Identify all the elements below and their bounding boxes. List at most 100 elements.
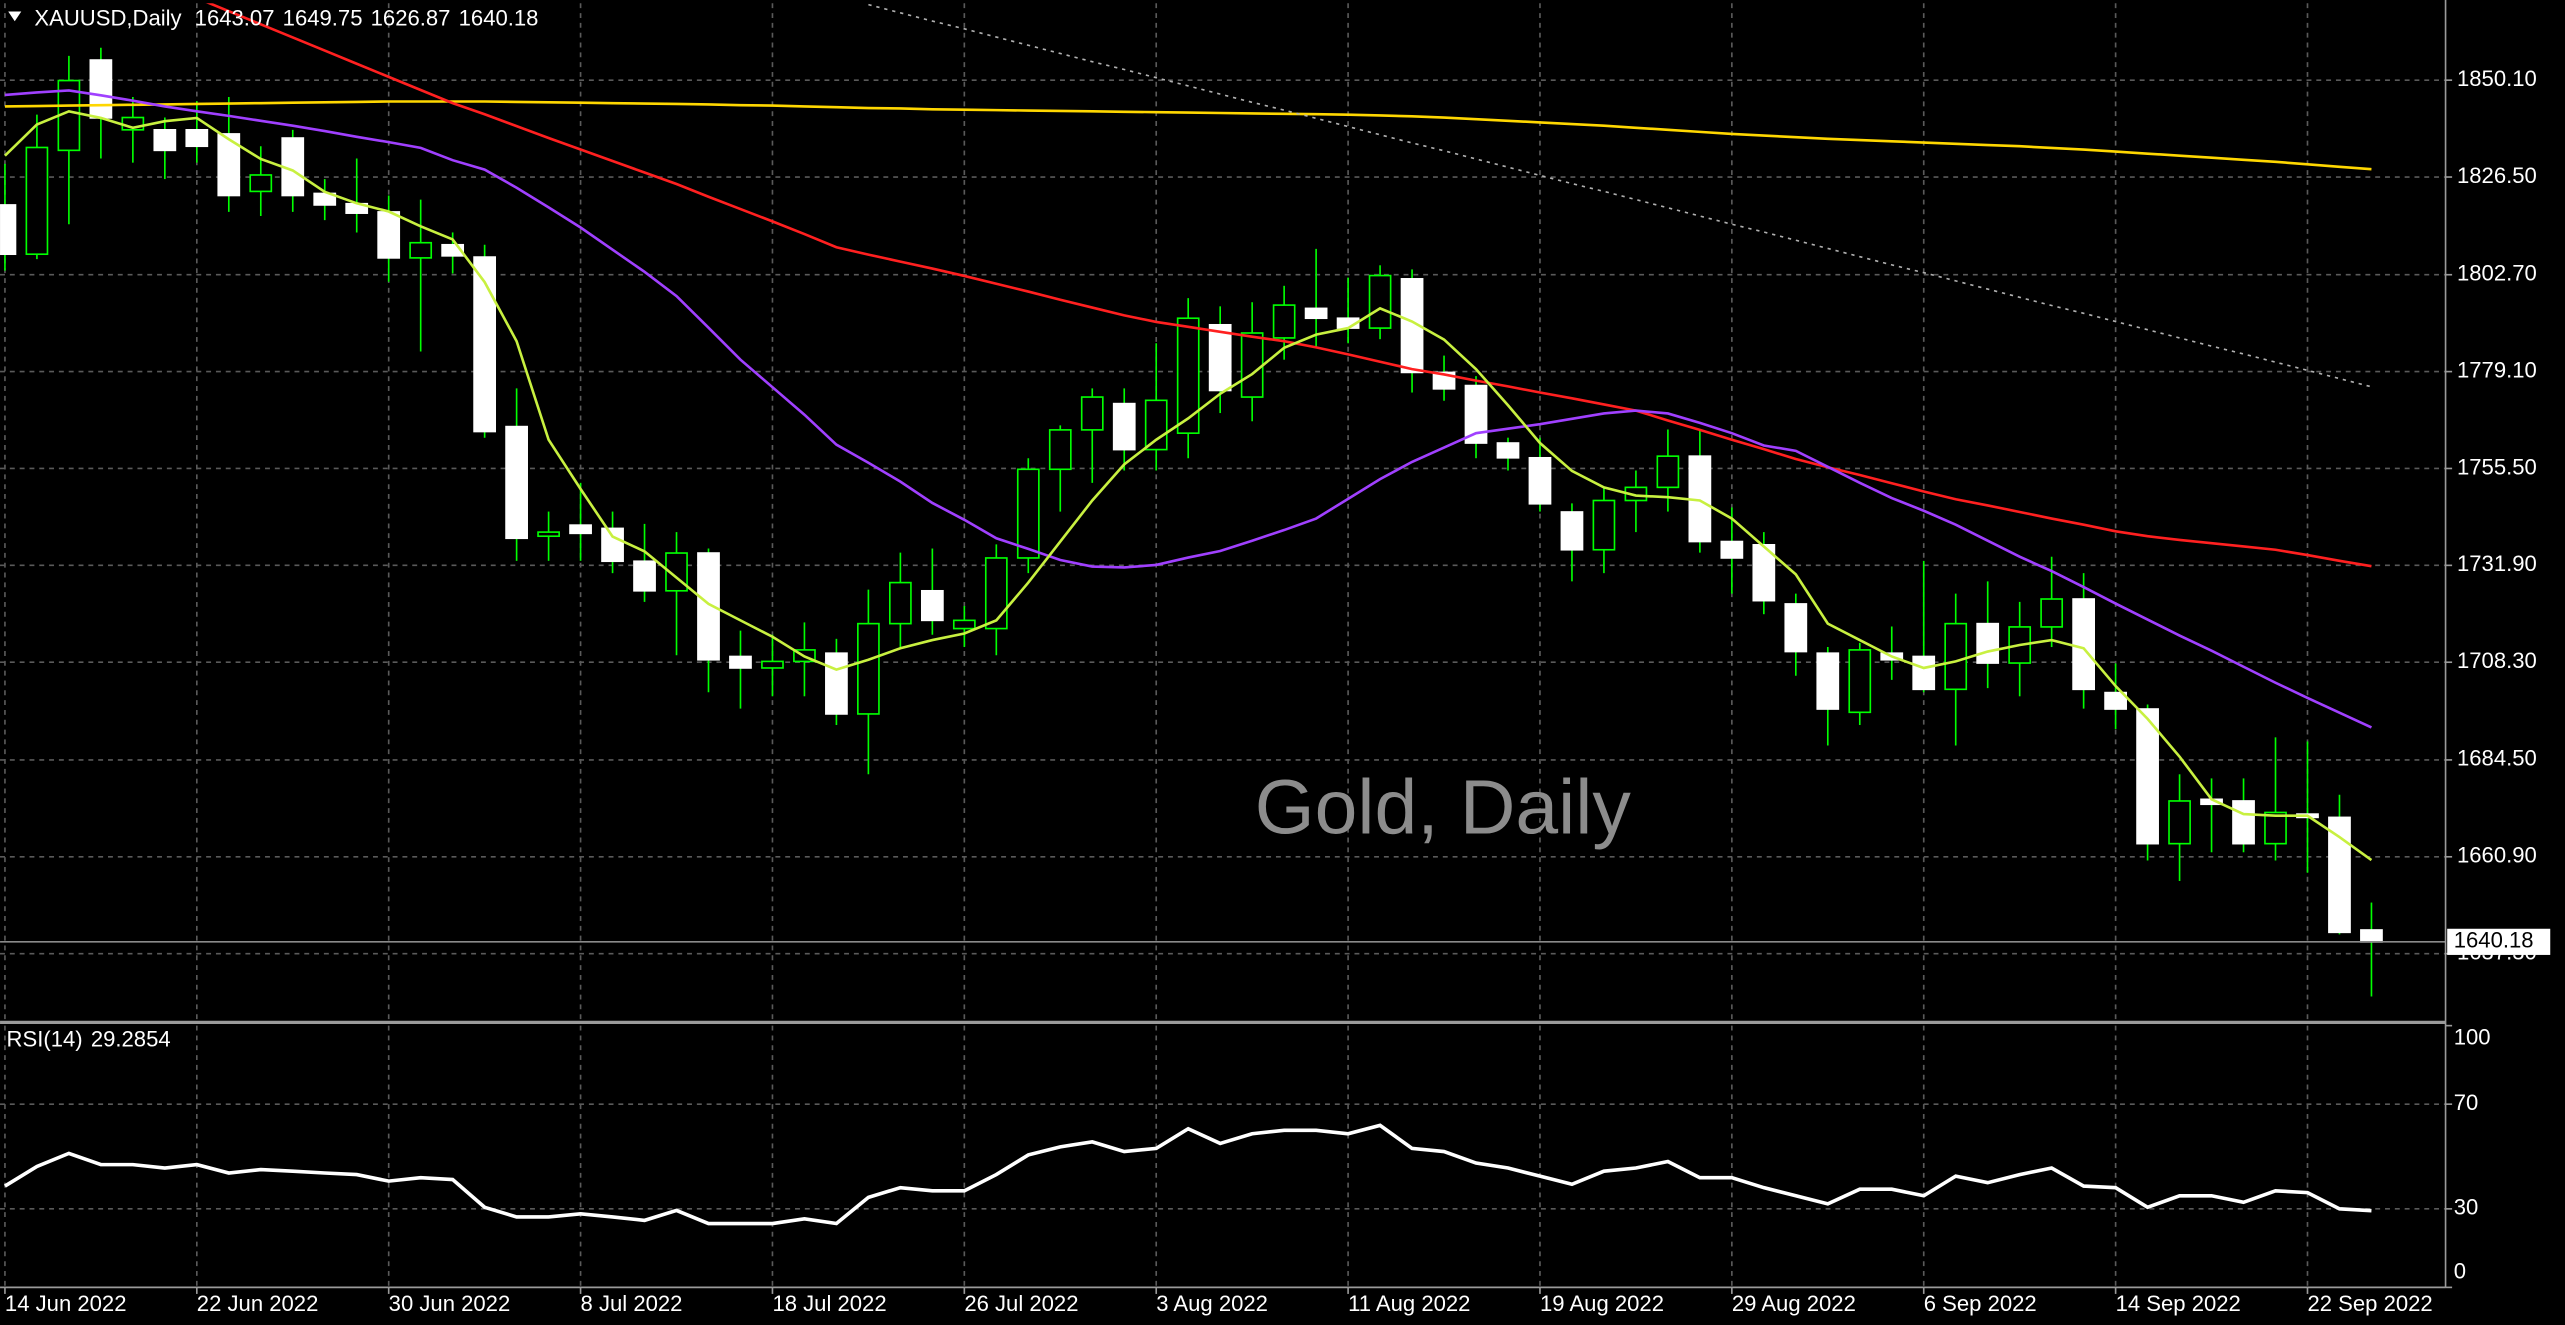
y2-tick-label: 0 xyxy=(2454,1258,2466,1283)
candle-body-down xyxy=(1784,603,1808,653)
y-tick-label: 1755.50 xyxy=(2457,454,2537,479)
candle-body-down xyxy=(2072,598,2096,691)
candle-body-down xyxy=(153,129,177,152)
y-tick-label: 1684.50 xyxy=(2457,746,2537,771)
candle-body-down xyxy=(2360,929,2383,943)
candle-body-up xyxy=(761,660,784,669)
x-tick-label: 22 Jun 2022 xyxy=(197,1291,319,1316)
candle-body-down xyxy=(217,133,241,197)
candle-body-up xyxy=(1368,274,1392,329)
indicator-value: 29.2854 xyxy=(91,1026,171,1051)
y-tick-label: 1779.10 xyxy=(2457,357,2537,382)
candle-body-down xyxy=(1528,456,1552,505)
y2-tick-label: 70 xyxy=(2454,1090,2479,1115)
high-value: 1649.75 xyxy=(283,5,363,30)
candle-body-down xyxy=(1208,323,1232,392)
candle-body-up xyxy=(857,622,880,715)
candle-body-down xyxy=(89,59,113,119)
price-marker: 1640.18 xyxy=(2447,928,2551,955)
moving-average xyxy=(868,3,2372,388)
candle-body-up xyxy=(2264,811,2287,845)
candle-body-down xyxy=(1112,402,1136,451)
candle-body-up xyxy=(249,174,273,193)
candle-body-down xyxy=(1304,307,1328,320)
x-tick-label: 18 Jul 2022 xyxy=(772,1291,886,1316)
collapse-icon[interactable] xyxy=(8,11,22,22)
x-tick-label: 30 Jun 2022 xyxy=(389,1291,511,1316)
candle-body-up xyxy=(2168,800,2191,845)
candle-body-up xyxy=(409,241,433,259)
x-tick-label: 14 Sep 2022 xyxy=(2116,1291,2241,1316)
candle-body-up xyxy=(952,619,976,630)
rsi-pane xyxy=(3,1123,2372,1226)
candle-body-down xyxy=(1816,652,1840,710)
candle-body-down xyxy=(313,192,337,206)
price-pane xyxy=(0,3,2446,997)
close-value: 1640.18 xyxy=(459,5,539,30)
moving-average xyxy=(4,100,2372,171)
candle-body-up xyxy=(1656,455,1680,489)
candle-body-down xyxy=(633,560,656,592)
candle-body-up xyxy=(1080,396,1104,431)
current-price-label: 1640.18 xyxy=(2454,928,2534,953)
candle-body-down xyxy=(601,527,624,563)
candle-body-down xyxy=(1496,442,1520,459)
y-tick-label: 1850.10 xyxy=(2457,66,2537,91)
x-tick-label: 8 Jul 2022 xyxy=(581,1291,683,1316)
y2-tick-label: 30 xyxy=(2454,1195,2479,1220)
candle-body-down xyxy=(697,552,720,661)
y2-tick-label: 100 xyxy=(2454,1025,2491,1050)
candle-body-up xyxy=(1944,622,1968,691)
candle-body-down xyxy=(729,655,752,669)
candle-body-down xyxy=(1720,540,1744,559)
candle-body-down xyxy=(1976,622,2000,664)
candle-body-up xyxy=(25,146,49,256)
candle-body-up xyxy=(1048,429,1072,471)
x-tick-label: 11 Aug 2022 xyxy=(1348,1291,1470,1316)
moving-average xyxy=(4,89,2373,729)
candle-body-down xyxy=(1400,278,1424,374)
x-tick-label: 14 Jun 2022 xyxy=(5,1291,127,1316)
candle-body-up xyxy=(537,531,560,538)
y-tick-label: 1708.30 xyxy=(2457,648,2537,673)
candle-body-down xyxy=(441,243,465,257)
open-value: 1643.07 xyxy=(195,5,275,30)
y-tick-label: 1826.50 xyxy=(2457,163,2537,188)
candle-body-up xyxy=(1176,317,1200,434)
candle-body-down xyxy=(569,524,592,535)
y-tick-label: 1660.90 xyxy=(2457,843,2537,868)
y-tick-label: 1802.70 xyxy=(2457,261,2537,286)
rsi-line xyxy=(3,1123,2372,1226)
x-tick-label: 19 Aug 2022 xyxy=(1540,1291,1664,1316)
candle-body-down xyxy=(825,652,848,715)
candle-body-down xyxy=(1560,511,1584,551)
x-tick-label: 6 Sep 2022 xyxy=(1924,1291,2037,1316)
candle-body-down xyxy=(0,204,17,256)
x-tick-label: 29 Aug 2022 xyxy=(1732,1291,1856,1316)
candle-body-up xyxy=(889,581,912,625)
x-tick-label: 22 Sep 2022 xyxy=(2307,1291,2432,1316)
candle-body-down xyxy=(2136,708,2159,845)
candle-body-up xyxy=(984,557,1008,630)
low-value: 1626.87 xyxy=(371,5,451,30)
x-tick-label: 26 Jul 2022 xyxy=(964,1291,1078,1316)
candle-body-down xyxy=(185,129,209,148)
candle-body-up xyxy=(2040,598,2064,628)
candle-body-up xyxy=(1272,304,1296,339)
indicator-label: RSI(14) xyxy=(7,1026,83,1051)
moving-average xyxy=(206,3,2372,568)
candle-body-down xyxy=(2328,816,2351,934)
x-tick-label: 3 Aug 2022 xyxy=(1156,1291,1268,1316)
indicator-header: RSI(14) 29.2854 xyxy=(7,1026,171,1051)
symbol: XAUUSD,Daily xyxy=(34,5,181,30)
candle-body-down xyxy=(505,425,528,540)
candle-body-down xyxy=(1464,384,1488,444)
candle-body-down xyxy=(377,211,401,259)
candle-body-up xyxy=(1848,649,1872,714)
chart-header: XAUUSD,Daily 1643.07 1649.75 1626.87 1640.18 xyxy=(34,5,538,30)
candle-body-up xyxy=(1144,399,1168,451)
watermark-title: Gold, Daily xyxy=(1255,764,1632,850)
candle-body-down xyxy=(2232,800,2255,845)
candle-body-down xyxy=(473,256,497,433)
